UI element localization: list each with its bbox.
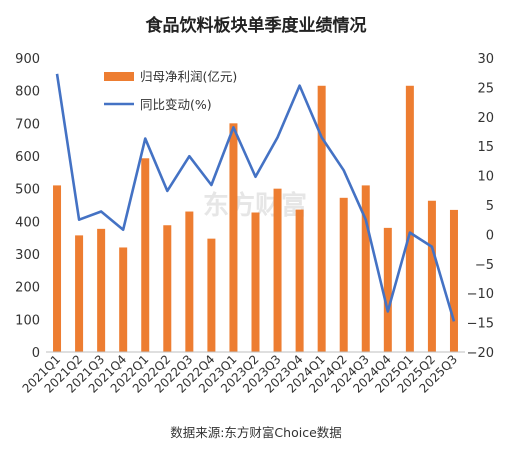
right-tick-label: −5 bbox=[475, 258, 494, 273]
legend-bar-swatch bbox=[104, 72, 134, 81]
left-tick-label: 500 bbox=[15, 183, 40, 198]
bar-2023Q4 bbox=[295, 209, 304, 352]
right-tick-label: 30 bbox=[477, 52, 494, 67]
left-tick-label: 600 bbox=[15, 150, 40, 165]
legend-bar-label: 归母净利润(亿元) bbox=[140, 69, 237, 84]
right-tick-label: 15 bbox=[477, 140, 494, 155]
source-note: 数据来源:东方财富Choice数据 bbox=[170, 425, 342, 440]
bar-2023Q1 bbox=[229, 123, 238, 352]
bar-2025Q1 bbox=[405, 85, 414, 353]
bar-2024Q4 bbox=[383, 227, 392, 352]
right-tick-label: −10 bbox=[467, 287, 494, 302]
left-tick-label: 800 bbox=[15, 85, 40, 100]
bar-2021Q3 bbox=[97, 228, 106, 352]
legend: 归母净利润(亿元) 同比变动(%) bbox=[104, 69, 237, 112]
bar-2021Q2 bbox=[75, 235, 84, 352]
right-tick-label: −20 bbox=[467, 346, 494, 361]
bar-2022Q3 bbox=[185, 211, 194, 352]
bar-2023Q2 bbox=[251, 212, 260, 352]
right-tick-label: 0 bbox=[486, 228, 494, 243]
left-tick-label: 100 bbox=[15, 313, 40, 328]
left-tick-label: 700 bbox=[15, 117, 40, 132]
bar-2024Q3 bbox=[361, 185, 370, 352]
legend-line-label: 同比变动(%) bbox=[140, 97, 212, 112]
bar-2022Q1 bbox=[141, 158, 150, 352]
right-tick-label: −15 bbox=[467, 317, 494, 332]
bar-2025Q2 bbox=[427, 200, 436, 352]
bar-2024Q2 bbox=[339, 197, 348, 352]
left-tick-label: 200 bbox=[15, 281, 40, 296]
left-tick-label: 0 bbox=[32, 346, 40, 361]
right-tick-label: 20 bbox=[477, 111, 494, 126]
bar-2022Q2 bbox=[163, 225, 172, 352]
bar-series bbox=[53, 85, 458, 353]
bar-2024Q1 bbox=[317, 85, 326, 353]
line-series bbox=[55, 73, 456, 322]
left-tick-label: 400 bbox=[15, 215, 40, 230]
bar-2021Q4 bbox=[119, 247, 128, 352]
chart-title: 食品饮料板块单季度业绩情况 bbox=[146, 15, 367, 36]
bar-2021Q1 bbox=[53, 185, 62, 352]
left-tick-label: 900 bbox=[15, 52, 40, 67]
right-tick-label: 5 bbox=[486, 199, 494, 214]
right-tick-label: 25 bbox=[477, 81, 494, 96]
left-tick-label: 300 bbox=[15, 248, 40, 263]
bar-2023Q3 bbox=[273, 188, 282, 352]
right-tick-label: 10 bbox=[477, 170, 494, 185]
bar-2022Q4 bbox=[207, 238, 216, 352]
bar-2025Q3 bbox=[449, 209, 458, 352]
